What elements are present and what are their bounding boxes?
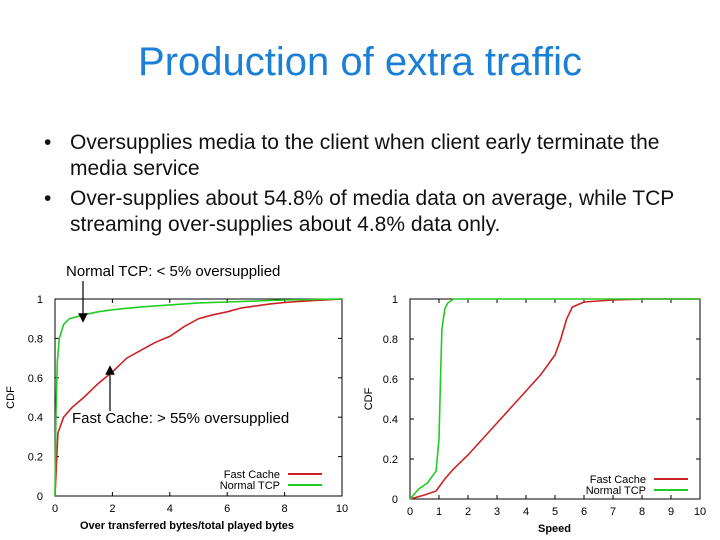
y-tick-label: 0.4 xyxy=(28,412,43,424)
x-tick-label: 2 xyxy=(109,503,115,515)
y-tick-label: 0.2 xyxy=(28,452,43,464)
bullet-dot: • xyxy=(44,131,52,154)
x-tick-label: 4 xyxy=(523,506,529,518)
x-tick-label: 8 xyxy=(639,506,645,518)
bullet-text: Over-supplies about 54.8% of media data … xyxy=(70,187,674,236)
x-tick-label: 1 xyxy=(436,506,442,518)
x-tick-label: 4 xyxy=(167,503,173,515)
legend-label: Fast Cache xyxy=(224,469,280,481)
series-line-fast-cache xyxy=(54,298,343,497)
annotation-fast-cache: Fast Cache: > 55% oversupplied xyxy=(72,410,290,427)
x-tick-label: 10 xyxy=(336,503,348,515)
x-tick-label: 8 xyxy=(282,503,288,515)
x-axis-label: Over transferred bytes/total played byte… xyxy=(80,520,294,532)
y-tick-label: 1 xyxy=(37,294,43,306)
annotation-normal-tcp: Normal TCP: < 5% oversupplied xyxy=(66,263,281,280)
y-axis-label: CDF xyxy=(5,386,17,409)
bullet-item: • Over-supplies about 54.8% of media dat… xyxy=(44,186,704,238)
y-axis-label: CDF xyxy=(363,387,375,410)
legend-label: Fast Cache xyxy=(590,474,646,486)
bullet-list: • Oversupplies media to the client when … xyxy=(44,130,704,242)
y-tick-label: 0 xyxy=(37,491,43,503)
y-tick-label: 0.8 xyxy=(383,334,398,346)
slide-title: Production of extra traffic xyxy=(138,40,582,84)
y-tick-label: 0.4 xyxy=(383,414,398,426)
bullet-item: • Oversupplies media to the client when … xyxy=(44,130,704,182)
series-line-normal-tcp xyxy=(409,298,700,500)
x-tick-label: 0 xyxy=(407,506,413,518)
legend-label: Normal TCP xyxy=(586,485,646,497)
x-tick-label: 9 xyxy=(668,506,674,518)
y-tick-label: 0.8 xyxy=(28,333,43,345)
bullet-dot: • xyxy=(44,187,52,210)
bullet-text: Oversupplies media to the client when cl… xyxy=(70,131,660,180)
y-tick-label: 0 xyxy=(392,494,398,506)
x-tick-label: 0 xyxy=(52,503,58,515)
series-line-normal-tcp xyxy=(54,298,343,497)
x-axis-label: Speed xyxy=(538,523,571,535)
x-tick-label: 5 xyxy=(552,506,558,518)
x-tick-label: 7 xyxy=(610,506,616,518)
y-tick-label: 0.6 xyxy=(383,374,398,386)
y-tick-label: 0.2 xyxy=(383,454,398,466)
x-tick-label: 2 xyxy=(465,506,471,518)
y-tick-label: 0.6 xyxy=(28,373,43,385)
x-tick-label: 6 xyxy=(581,506,587,518)
series-line-fast-cache xyxy=(409,298,700,500)
x-tick-label: 10 xyxy=(694,506,706,518)
legend-label: Normal TCP xyxy=(220,480,280,492)
y-tick-label: 1 xyxy=(392,294,398,306)
x-tick-label: 6 xyxy=(224,503,230,515)
x-tick-label: 3 xyxy=(494,506,500,518)
plot-frame xyxy=(54,298,343,497)
